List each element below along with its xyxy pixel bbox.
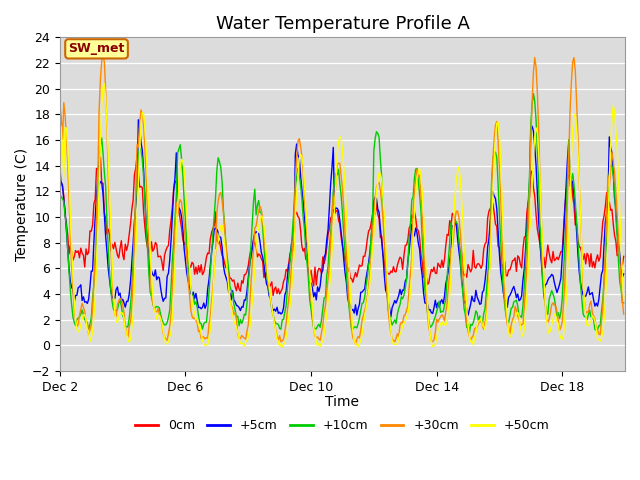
- +10cm: [383, 285, 391, 291]
- +30cm: [505, 324, 513, 330]
- +10cm: [620, 300, 628, 306]
- +10cm: [56, 192, 64, 198]
- 0cm: [620, 253, 628, 259]
- +50cm: [620, 296, 628, 301]
- +30cm: [56, 102, 64, 108]
- +30cm: [100, 60, 108, 65]
- +5cm: [575, 269, 583, 275]
- Line: 0cm: 0cm: [60, 156, 624, 296]
- +50cm: [575, 176, 583, 182]
- +5cm: [385, 299, 392, 305]
- +10cm: [504, 317, 511, 323]
- Legend: 0cm, +5cm, +10cm, +30cm, +50cm: 0cm, +5cm, +10cm, +30cm, +50cm: [131, 414, 555, 437]
- 0cm: [505, 267, 513, 273]
- +30cm: [450, 233, 458, 239]
- 0cm: [99, 180, 107, 186]
- +5cm: [620, 271, 628, 277]
- 0cm: [269, 293, 277, 299]
- 0cm: [450, 213, 458, 218]
- +5cm: [505, 294, 513, 300]
- +30cm: [493, 119, 500, 124]
- +30cm: [620, 311, 628, 317]
- Y-axis label: Temperature (C): Temperature (C): [15, 148, 29, 261]
- +10cm: [447, 219, 455, 225]
- Line: +30cm: +30cm: [60, 54, 624, 344]
- +10cm: [99, 151, 107, 156]
- +30cm: [386, 321, 394, 327]
- Line: +10cm: +10cm: [60, 94, 624, 334]
- +50cm: [56, 121, 64, 127]
- Title: Water Temperature Profile A: Water Temperature Profile A: [216, 15, 469, 33]
- +5cm: [99, 192, 107, 197]
- +50cm: [99, 84, 107, 90]
- +5cm: [493, 206, 500, 212]
- +10cm: [465, 331, 473, 336]
- Line: +50cm: +50cm: [60, 84, 624, 347]
- 0cm: [493, 224, 500, 229]
- +30cm: [575, 179, 583, 184]
- 0cm: [56, 166, 64, 171]
- X-axis label: Time: Time: [325, 395, 360, 409]
- 0cm: [575, 244, 583, 250]
- +50cm: [100, 81, 108, 86]
- +5cm: [387, 314, 395, 320]
- Text: SW_met: SW_met: [68, 42, 125, 55]
- +30cm: [351, 341, 359, 347]
- +30cm: [99, 51, 107, 57]
- +5cm: [134, 117, 142, 122]
- +10cm: [492, 149, 499, 155]
- +10cm: [575, 259, 583, 264]
- +5cm: [450, 223, 458, 228]
- +5cm: [56, 181, 64, 187]
- +50cm: [505, 328, 513, 334]
- +50cm: [386, 312, 394, 318]
- 0cm: [133, 153, 141, 159]
- +50cm: [450, 217, 458, 223]
- +10cm: [529, 91, 537, 96]
- +50cm: [278, 344, 286, 349]
- +50cm: [493, 120, 500, 126]
- 0cm: [386, 271, 394, 277]
- Line: +5cm: +5cm: [60, 120, 624, 317]
